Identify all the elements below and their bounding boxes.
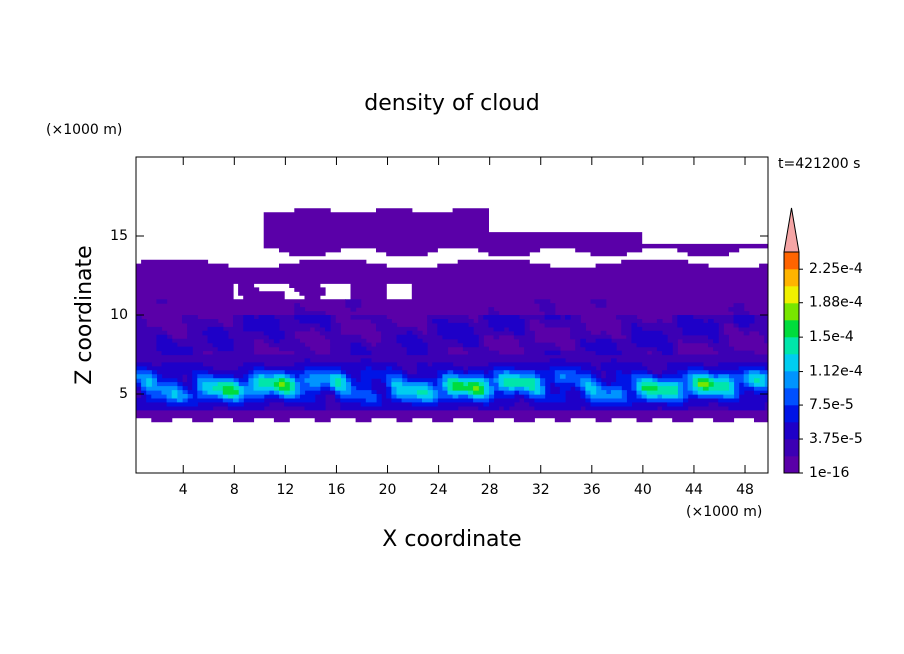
colorbar-band	[784, 320, 799, 338]
colorbar-band	[784, 354, 799, 372]
x-tick-label: 8	[230, 482, 239, 498]
colorbar-band	[784, 269, 799, 287]
colorbar-band	[784, 422, 799, 440]
contour-band	[222, 378, 714, 395]
y-unit: (×1000 m)	[46, 122, 122, 138]
colorbar-tick-label: 1e-16	[809, 465, 849, 481]
contour-band	[212, 378, 760, 399]
x-tick-label: 4	[179, 482, 188, 498]
x-tick-label: 40	[634, 482, 652, 498]
x-axis-label: X coordinate	[382, 527, 521, 552]
y-tick-label: 10	[110, 307, 128, 323]
x-tick-label: 44	[685, 482, 703, 498]
x-tick-label: 20	[379, 482, 397, 498]
x-tick-label: 12	[276, 482, 294, 498]
x-tick-label: 16	[328, 482, 346, 498]
chart-title: density of cloud	[364, 91, 539, 116]
x-tick-label: 36	[583, 482, 601, 498]
y-axis-label: Z coordinate	[72, 245, 97, 384]
y-tick-label: 5	[119, 386, 128, 402]
x-tick-label: 28	[481, 482, 499, 498]
colorbar-band	[784, 286, 799, 304]
colorbar-band	[784, 456, 799, 474]
x-tick-label: 48	[736, 482, 754, 498]
y-tick-label: 15	[110, 228, 128, 244]
colorbar-tick-label: 2.25e-4	[809, 261, 863, 277]
colorbar-band	[784, 252, 799, 270]
colorbar-tick-label: 1.5e-4	[809, 329, 854, 345]
contour-band	[136, 299, 768, 411]
colorbar-band	[784, 388, 799, 406]
contour-field	[136, 208, 768, 423]
colorbar-band	[784, 405, 799, 423]
x-tick-label: 32	[532, 482, 550, 498]
colorbar-band	[784, 337, 799, 355]
x-tick-label: 24	[430, 482, 448, 498]
colorbar-tick-label: 3.75e-5	[809, 431, 863, 447]
colorbar-tick-label: 7.5e-5	[809, 397, 854, 413]
colorbar-tick-label: 1.88e-4	[809, 295, 863, 311]
time-label: t=421200 s	[778, 156, 860, 172]
colorbar-band	[784, 303, 799, 321]
colorbar-band	[784, 371, 799, 389]
colorbar-tick-label: 1.12e-4	[809, 364, 863, 380]
x-unit: (×1000 m)	[686, 504, 762, 520]
colorbar-band	[784, 439, 799, 457]
colorbar-frame	[783, 251, 800, 474]
